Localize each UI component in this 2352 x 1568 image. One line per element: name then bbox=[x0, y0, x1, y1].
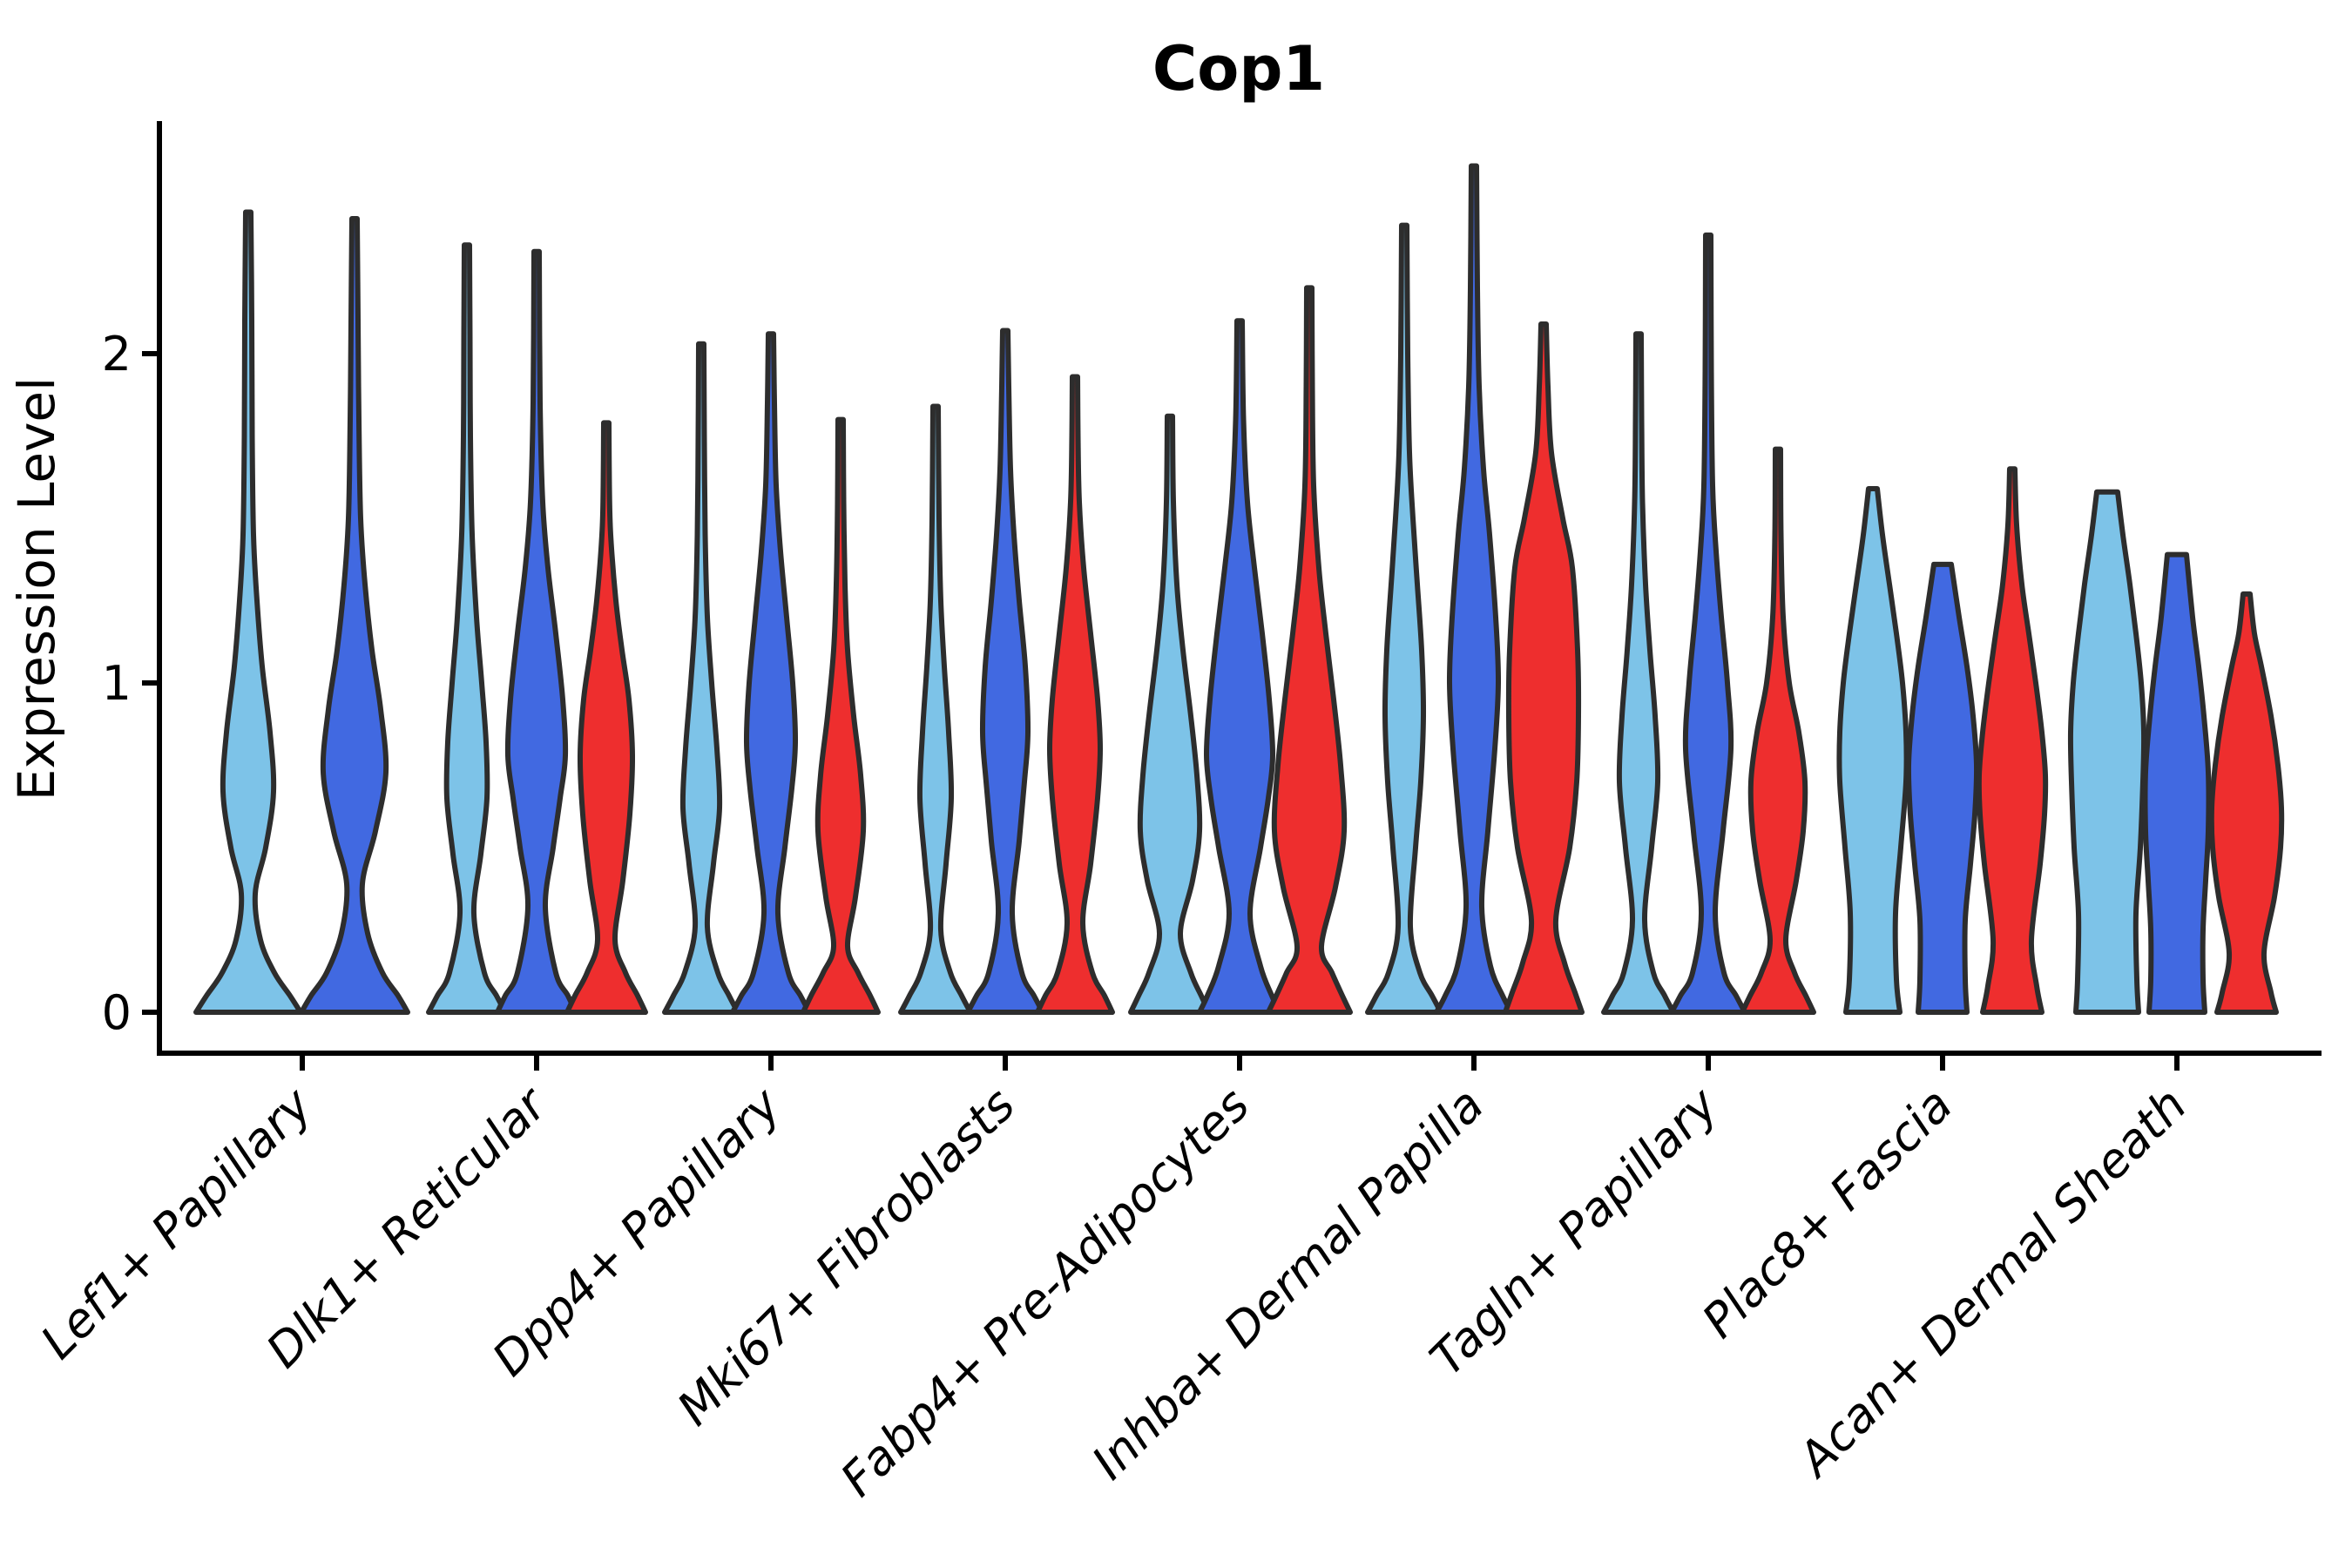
y-tick-label: 0 bbox=[102, 985, 132, 1040]
violin-royal-blue bbox=[965, 328, 1045, 1015]
violin-red bbox=[1503, 321, 1585, 1015]
violin-light-blue bbox=[193, 209, 303, 1015]
violin-royal-blue bbox=[1434, 163, 1514, 1015]
violins-layer bbox=[193, 163, 2285, 1015]
axis-spines bbox=[157, 121, 2322, 1056]
violin-royal-blue bbox=[730, 331, 812, 1015]
violin-royal-blue bbox=[1669, 232, 1747, 1015]
violin-red bbox=[2208, 591, 2285, 1015]
violin-light-blue bbox=[1601, 331, 1676, 1015]
violin-light-blue bbox=[1836, 486, 1909, 1015]
violin-red bbox=[1740, 446, 1816, 1015]
violin-royal-blue bbox=[1197, 318, 1282, 1015]
violin-light-blue bbox=[1128, 413, 1212, 1015]
violin-light-blue bbox=[898, 403, 973, 1015]
violin-light-blue bbox=[1365, 222, 1443, 1015]
violin-light-blue bbox=[426, 242, 508, 1015]
x-tick-label: Acan+ Dermal Sheath bbox=[1786, 1078, 2197, 1489]
y-axis-label: Expression Level bbox=[7, 377, 66, 801]
x-tick-label: Inhba+ Dermal Papilla bbox=[1081, 1078, 1494, 1490]
violin-light-blue bbox=[2067, 489, 2147, 1015]
y-tick-label: 1 bbox=[102, 656, 132, 711]
violin-royal-blue bbox=[2142, 551, 2212, 1015]
violin-royal-blue bbox=[1905, 561, 1980, 1015]
axes-layer bbox=[142, 121, 2322, 1071]
violin-red bbox=[1266, 285, 1353, 1015]
violin-royal-blue bbox=[495, 248, 578, 1015]
violin-royal-blue bbox=[299, 216, 410, 1015]
violin-light-blue bbox=[662, 341, 740, 1015]
chart-title: Cop1 bbox=[1152, 33, 1325, 105]
violin-red bbox=[801, 416, 881, 1015]
violin-red bbox=[1976, 466, 2049, 1015]
x-tick-label: Plac8+ Fascia bbox=[1692, 1078, 1963, 1348]
y-tick-label: 2 bbox=[102, 327, 132, 382]
x-tick-label: Fabp4+ Pre-Adipocytes bbox=[830, 1078, 1260, 1507]
violin-red bbox=[1035, 374, 1115, 1015]
violin-red bbox=[564, 420, 648, 1015]
